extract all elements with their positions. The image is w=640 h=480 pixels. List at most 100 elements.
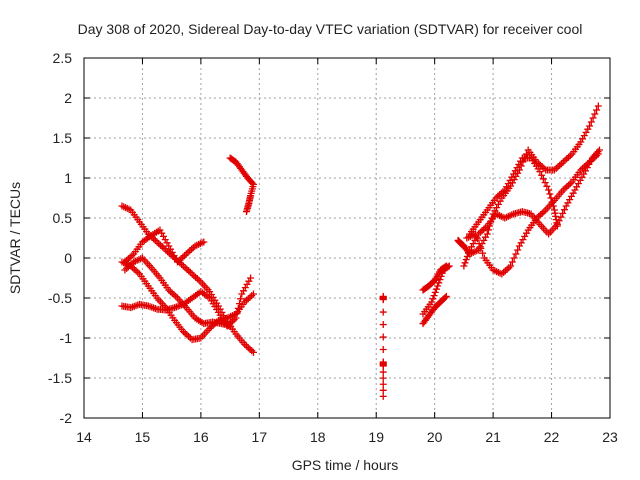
data-point (473, 235, 481, 243)
data-point (188, 245, 196, 253)
data-point (507, 262, 515, 270)
data-point (494, 200, 502, 208)
data-point (559, 209, 567, 217)
data-point (550, 166, 558, 174)
series-arc-6 (226, 154, 257, 216)
y-axis-label: SDTVAR / TECUs (7, 182, 23, 294)
series-arc-8 (419, 292, 450, 328)
data-point (463, 252, 471, 260)
data-point (379, 296, 387, 304)
series-arc-4 (121, 254, 234, 330)
data-point (232, 314, 240, 322)
data-point (379, 392, 387, 400)
data-point (249, 348, 257, 356)
data-point (508, 258, 516, 266)
data-point (246, 293, 254, 301)
data-point (586, 122, 594, 130)
data-point (545, 186, 553, 194)
data-point (566, 180, 574, 188)
data-point (462, 256, 470, 264)
data-point (465, 249, 473, 257)
data-point (548, 198, 556, 206)
data-point (567, 192, 575, 200)
series-arc-5 (121, 226, 208, 266)
data-point (593, 106, 601, 114)
data-point (238, 290, 246, 298)
data-point (183, 265, 191, 273)
data-point (522, 229, 530, 237)
data-point (242, 342, 250, 350)
data-point (241, 284, 249, 292)
data-point (563, 183, 571, 191)
data-point (560, 206, 568, 214)
data-point (538, 171, 546, 179)
data-point (166, 288, 174, 296)
data-point (556, 161, 564, 169)
data-point (562, 202, 570, 210)
axis-ticks: 14 15 16 17 18 19 20 21 22 23 -2 -1.5 -1 -0.5 0 0.5 1 1.5… (48, 50, 618, 445)
data-point (566, 152, 574, 160)
data-point (441, 294, 449, 302)
data-point (479, 249, 487, 257)
data-point (430, 292, 438, 300)
data-point (571, 186, 579, 194)
data-point (512, 250, 520, 258)
data-point (237, 295, 245, 303)
data-point (442, 292, 450, 300)
series-arc-14 (466, 154, 561, 238)
data-point (566, 196, 574, 204)
data-point (379, 386, 387, 394)
data-point (554, 163, 562, 171)
data-point (500, 268, 508, 276)
data-point (134, 268, 142, 276)
data-point (435, 279, 443, 287)
data-point (379, 308, 387, 316)
data-point (543, 182, 551, 190)
data-point (552, 164, 560, 172)
x-tick-label: 16 (193, 429, 209, 445)
data-point (379, 346, 387, 354)
data-point (432, 285, 440, 293)
data-point (132, 267, 140, 275)
data-point (379, 333, 387, 341)
series-arc-3 (118, 274, 255, 330)
x-tick-label: 22 (544, 429, 560, 445)
data-point (157, 241, 165, 249)
chart-title: Day 308 of 2020, Sidereal Day-to-day VTE… (78, 21, 583, 37)
data-point (574, 180, 582, 188)
data-point (561, 156, 569, 164)
data-point (126, 253, 134, 261)
data-point (234, 304, 242, 312)
data-point (379, 374, 387, 382)
data-point (476, 228, 484, 236)
x-tick-label: 20 (427, 429, 443, 445)
data-point (172, 292, 180, 300)
data-point (431, 288, 439, 296)
data-point (480, 225, 488, 233)
data-point (161, 236, 169, 244)
data-point (536, 211, 544, 219)
data-point (573, 183, 581, 191)
data-point (193, 275, 201, 283)
data-point (186, 334, 194, 342)
x-tick-label: 18 (310, 429, 326, 445)
x-tick-label: 23 (602, 429, 618, 445)
x-tick-label: 14 (76, 429, 92, 445)
data-point (379, 380, 387, 388)
data-point (517, 239, 525, 247)
x-tick-label: 21 (485, 429, 501, 445)
data-point (153, 238, 161, 246)
data-point (594, 150, 602, 158)
y-tick-label: 1.5 (53, 130, 73, 146)
x-tick-label: 17 (252, 429, 268, 445)
data-point (541, 179, 549, 187)
data-point (547, 194, 555, 202)
y-tick-label: -2 (60, 410, 73, 426)
data-point (477, 244, 485, 252)
data-point (429, 295, 437, 303)
data-point (505, 264, 513, 272)
data-point (565, 153, 573, 161)
x-axis-label: GPS time / hours (292, 457, 399, 473)
data-point (190, 272, 198, 280)
data-point (240, 287, 248, 295)
